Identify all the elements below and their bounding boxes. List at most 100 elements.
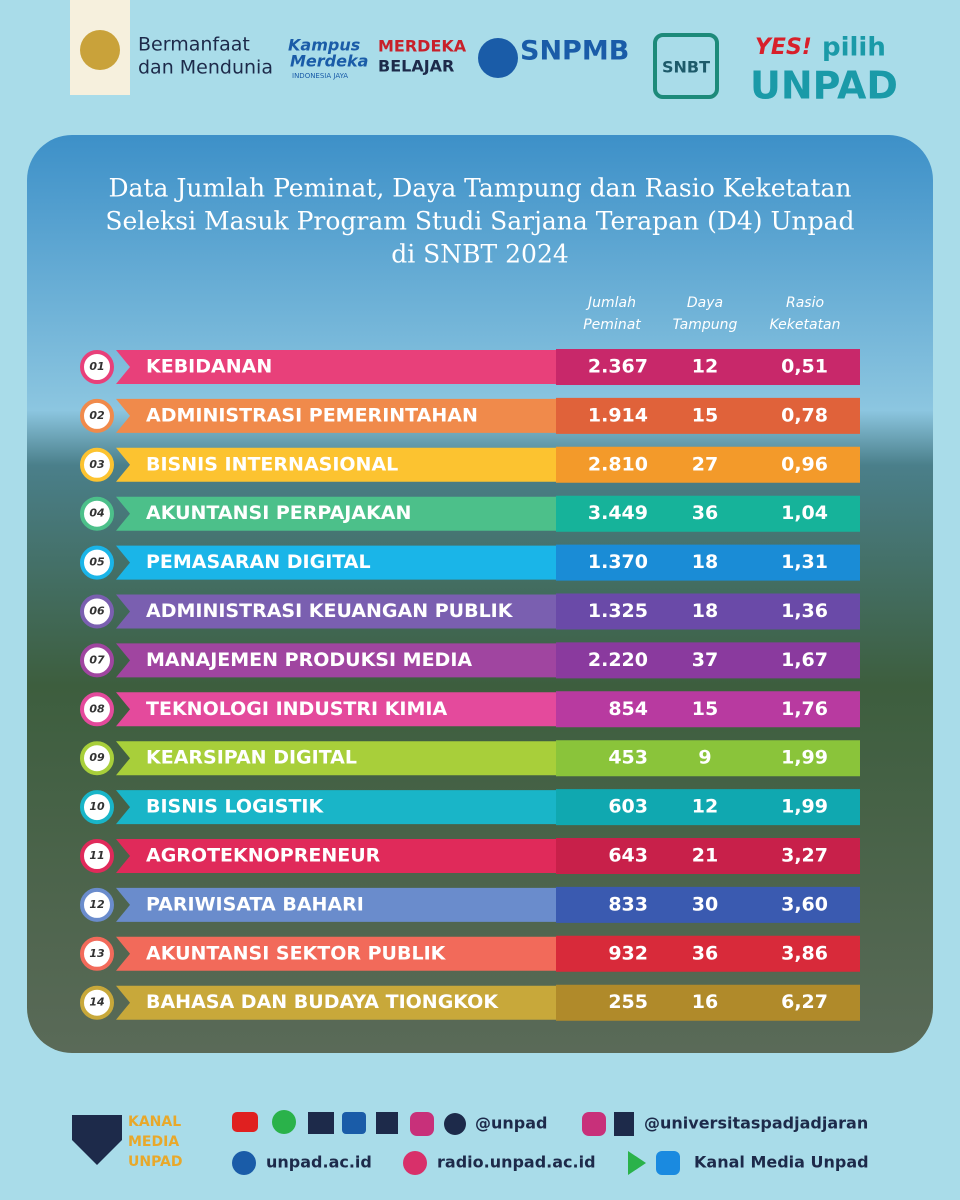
peminat: 854 bbox=[608, 698, 648, 720]
program-name: AGROTEKNOPRENEUR bbox=[146, 845, 381, 867]
row-values-band bbox=[556, 349, 860, 385]
row-number-badge bbox=[80, 447, 114, 482]
kanal-logo: MEDIA bbox=[128, 1134, 179, 1150]
peminat: 3.449 bbox=[588, 502, 648, 524]
daya-tampung: 12 bbox=[692, 356, 718, 378]
row-values-band bbox=[556, 984, 860, 1021]
program-name: ADMINISTRASI KEUANGAN PUBLIK bbox=[146, 600, 514, 622]
row-number: 12 bbox=[89, 898, 105, 911]
program-name: AKUNTANSI SEKTOR PUBLIK bbox=[146, 942, 447, 964]
kanal-icon bbox=[72, 1115, 122, 1165]
row-name-band bbox=[116, 839, 556, 873]
snpmb-emblem bbox=[478, 38, 518, 78]
row-values-band bbox=[556, 789, 860, 826]
merdeka-logo: MERDEKA bbox=[378, 37, 467, 56]
daya-tampung: 36 bbox=[692, 942, 718, 964]
program-name: PEMASARAN DIGITAL bbox=[146, 551, 371, 573]
row-number: 09 bbox=[89, 751, 105, 764]
daya-tampung: 9 bbox=[698, 747, 711, 769]
handle: @universitaspadjadjaran bbox=[644, 1114, 868, 1133]
row-values-band bbox=[556, 544, 860, 581]
peminat: 932 bbox=[608, 942, 648, 964]
program-name: ADMINISTRASI PEMERINTAHAN bbox=[146, 404, 478, 426]
row-name-band bbox=[116, 643, 556, 678]
rasio: 3,86 bbox=[781, 942, 828, 964]
row-number-badge bbox=[80, 839, 114, 873]
yes-logo: YES! bbox=[755, 35, 812, 60]
row-number: 07 bbox=[89, 653, 105, 666]
daya-tampung: 12 bbox=[692, 796, 718, 818]
peminat: 255 bbox=[608, 991, 648, 1013]
kampus-logo: INDONESIA JAYA bbox=[292, 72, 348, 80]
app-name: Kanal Media Unpad bbox=[694, 1153, 869, 1172]
row-number: 14 bbox=[89, 996, 104, 1009]
peminat: 2.810 bbox=[588, 453, 648, 475]
row-name-band bbox=[116, 692, 556, 727]
radio-site: radio.unpad.ac.id bbox=[437, 1153, 596, 1172]
rasio: 1,04 bbox=[781, 502, 828, 524]
row-name-band bbox=[116, 350, 556, 384]
daya-tampung: 18 bbox=[692, 551, 718, 573]
row-number-badge bbox=[80, 985, 114, 1020]
daya-tampung: 18 bbox=[692, 600, 718, 622]
peminat: 1.914 bbox=[588, 404, 648, 426]
rasio: 0,51 bbox=[781, 356, 828, 378]
row-number-badge bbox=[80, 594, 114, 629]
title: Data Jumlah Peminat, Daya Tampung dan Ra… bbox=[108, 174, 851, 203]
kanal-logo: UNPAD bbox=[128, 1154, 183, 1170]
row-values-band bbox=[556, 740, 860, 777]
social-icons bbox=[232, 1110, 680, 1175]
row-name-band bbox=[116, 887, 556, 922]
row-number: 13 bbox=[89, 947, 105, 960]
peminat: 833 bbox=[608, 893, 648, 915]
rasio: 1,31 bbox=[781, 551, 828, 573]
column-header: Tampung bbox=[673, 317, 738, 333]
row-number: 01 bbox=[89, 360, 104, 373]
snpmb-logo: SNPMB bbox=[520, 36, 629, 67]
pilih-logo: pilih bbox=[822, 33, 886, 63]
row-name-band bbox=[116, 985, 556, 1020]
row-values-band bbox=[556, 495, 860, 532]
program-name: KEARSIPAN DIGITAL bbox=[146, 747, 357, 769]
row-number: 08 bbox=[89, 702, 105, 715]
row-number: 06 bbox=[89, 605, 105, 618]
program-name: KEBIDANAN bbox=[146, 356, 272, 378]
daya-tampung: 30 bbox=[692, 893, 718, 915]
program-name: BISNIS INTERNASIONAL bbox=[146, 453, 398, 475]
column-header: Rasio bbox=[786, 295, 824, 311]
row-name-band bbox=[116, 398, 556, 433]
row-number-badge bbox=[80, 741, 114, 776]
row-name-band bbox=[116, 790, 556, 825]
peminat: 2.367 bbox=[588, 356, 648, 378]
row-number: 03 bbox=[89, 458, 105, 471]
row-number-badge bbox=[80, 887, 114, 922]
rasio: 6,27 bbox=[781, 991, 828, 1013]
row-name-band bbox=[116, 545, 556, 580]
title: di SNBT 2024 bbox=[391, 240, 569, 269]
kanal-logo: KANAL bbox=[128, 1114, 181, 1130]
peminat: 1.370 bbox=[588, 551, 648, 573]
program-name: MANAJEMEN PRODUKSI MEDIA bbox=[146, 649, 472, 671]
peminat: 603 bbox=[608, 796, 648, 818]
row-values-band bbox=[556, 838, 860, 874]
row-name-band bbox=[116, 741, 556, 776]
snbt-logo: SNBT bbox=[662, 58, 710, 77]
rasio: 1,99 bbox=[781, 747, 828, 769]
peminat: 643 bbox=[608, 845, 648, 867]
row-number: 04 bbox=[89, 507, 104, 520]
daya-tampung: 15 bbox=[692, 404, 718, 426]
row-number-badge bbox=[80, 350, 114, 384]
row-number-badge bbox=[80, 496, 114, 531]
snbt-frame bbox=[653, 33, 719, 99]
row-number-badge bbox=[80, 643, 114, 678]
row-values-band bbox=[556, 397, 860, 434]
rasio: 1,67 bbox=[781, 649, 828, 671]
row-name-band bbox=[116, 496, 556, 531]
program-name: TEKNOLOGI INDUSTRI KIMIA bbox=[146, 698, 447, 720]
row-number-badge bbox=[80, 692, 114, 727]
daya-tampung: 36 bbox=[692, 502, 718, 524]
peminat: 453 bbox=[608, 747, 648, 769]
tagline: dan Mendunia bbox=[138, 57, 273, 79]
row-number-badge bbox=[80, 790, 114, 825]
